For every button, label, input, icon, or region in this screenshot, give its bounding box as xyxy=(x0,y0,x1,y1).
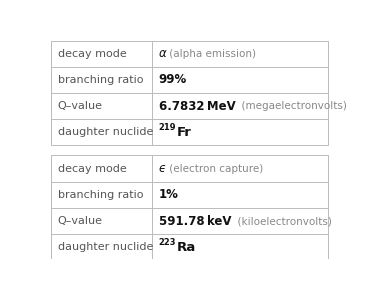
Text: Ra: Ra xyxy=(177,241,196,254)
Bar xyxy=(51,155,328,260)
Text: branching ratio: branching ratio xyxy=(58,190,143,200)
Text: 99%: 99% xyxy=(159,73,187,86)
Text: 223: 223 xyxy=(159,238,176,247)
Text: branching ratio: branching ratio xyxy=(58,75,143,85)
Text: daughter nuclide: daughter nuclide xyxy=(58,127,153,137)
Text: 219: 219 xyxy=(159,123,176,132)
Bar xyxy=(51,40,328,146)
Text: Q–value: Q–value xyxy=(58,216,103,226)
Text: Q–value: Q–value xyxy=(58,101,103,111)
Text: Fr: Fr xyxy=(177,126,192,139)
Text: decay mode: decay mode xyxy=(58,164,127,173)
Text: (megaelectronvolts): (megaelectronvolts) xyxy=(235,101,347,111)
Text: 1%: 1% xyxy=(159,188,178,201)
Text: (kiloelectronvolts): (kiloelectronvolts) xyxy=(231,216,332,226)
Text: decay mode: decay mode xyxy=(58,49,127,58)
Text: 6.7832 MeV: 6.7832 MeV xyxy=(159,100,235,113)
Text: daughter nuclide: daughter nuclide xyxy=(58,242,153,252)
Text: (electron capture): (electron capture) xyxy=(166,164,263,173)
Text: 591.78 keV: 591.78 keV xyxy=(159,214,231,228)
Text: ϵ: ϵ xyxy=(159,162,166,175)
Text: α: α xyxy=(159,47,166,60)
Text: (alpha emission): (alpha emission) xyxy=(166,49,256,58)
